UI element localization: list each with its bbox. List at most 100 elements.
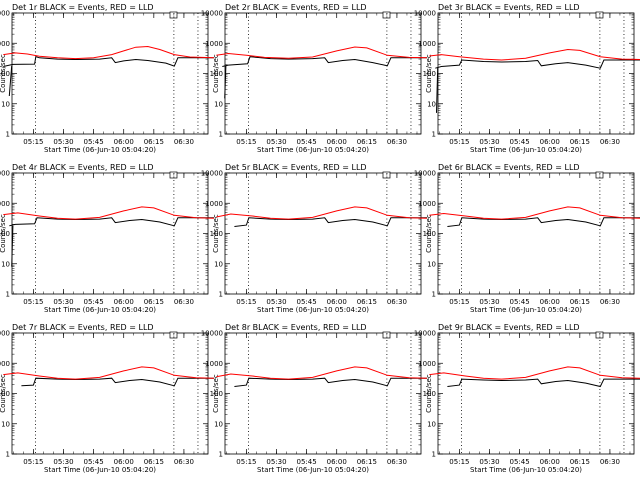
series-lld-line [429, 206, 640, 220]
series-lld-line [429, 366, 640, 380]
x-tick-label: 06:00 [540, 298, 560, 306]
x-tick-label: 05:30 [479, 458, 499, 466]
panel-det-2: Det 2r BLACK = Events, RED = LLD 1 10 100 10… [201, 3, 428, 154]
x-axis-label: Start Time (06-Jun-10 05:04:20) [44, 466, 156, 474]
x-tick-label: 06:15 [144, 458, 164, 466]
panel-title: Det 3r BLACK = Events, RED = LLD [438, 3, 580, 12]
panel-title: Det 8r BLACK = Events, RED = LLD [225, 323, 367, 332]
series-lld-line [3, 45, 215, 60]
y-tick-label: 1000 [0, 360, 10, 368]
series-lld-line [216, 366, 428, 380]
y-tick-label: 10000 [0, 170, 10, 178]
x-tick-label: 06:30 [174, 458, 194, 466]
x-axis-label: Start Time (06-Jun-10 05:04:20) [257, 146, 369, 154]
y-axis-label: Counts/sec [0, 374, 7, 413]
marker-box [169, 331, 178, 339]
x-tick-label: 06:00 [114, 458, 134, 466]
series-events-line [447, 217, 640, 227]
x-tick-label: 06:00 [327, 458, 347, 466]
x-tick-label: 05:45 [297, 138, 317, 146]
x-tick-label: 06:00 [114, 298, 134, 306]
y-tick-label: 1000 [205, 40, 223, 48]
y-tick-label: 10000 [414, 330, 436, 338]
y-axis-label: Counts/sec [425, 54, 433, 93]
panel-det-7: Det 7r BLACK = Events, RED = LLD 1 10 100 10… [0, 323, 215, 474]
marker-box [382, 11, 391, 19]
y-tick-label: 1 [219, 131, 223, 139]
x-tick-label: 06:30 [174, 298, 194, 306]
series-events-spike [224, 65, 227, 99]
x-tick-label: 05:30 [266, 298, 286, 306]
series-events-line [447, 378, 640, 388]
panel-title: Det 7r BLACK = Events, RED = LLD [12, 323, 154, 332]
x-tick-label: 05:45 [297, 298, 317, 306]
x-tick-label: 05:15 [236, 458, 256, 466]
plot-frame [437, 172, 635, 295]
y-tick-label: 10 [214, 260, 223, 268]
x-tick-label: 05:15 [23, 298, 43, 306]
y-tick-label: 1 [6, 451, 10, 459]
x-tick-label: 05:30 [53, 138, 73, 146]
plot-frame [11, 332, 209, 455]
y-tick-label: 1 [432, 291, 436, 299]
x-axis-label: Start Time (06-Jun-10 05:04:20) [470, 306, 582, 314]
y-tick-label: 10 [1, 260, 10, 268]
y-tick-label: 1 [432, 131, 436, 139]
x-tick-label: 05:30 [479, 298, 499, 306]
y-tick-label: 1000 [0, 200, 10, 208]
y-tick-label: 1000 [0, 40, 10, 48]
plot-frame [224, 172, 422, 295]
plot-frame [11, 172, 209, 295]
y-axis-label: Counts/sec [425, 214, 433, 253]
y-tick-label: 10000 [0, 10, 10, 18]
y-tick-label: 10 [427, 260, 436, 268]
x-tick-label: 05:45 [84, 458, 104, 466]
y-tick-label: 1000 [205, 200, 223, 208]
panel-det-8: Det 8r BLACK = Events, RED = LLD 1 10 100 10… [201, 323, 428, 474]
x-tick-label: 06:00 [327, 138, 347, 146]
x-axis-label: Start Time (06-Jun-10 05:04:20) [470, 146, 582, 154]
x-tick-label: 05:45 [510, 458, 530, 466]
x-tick-label: 05:15 [23, 458, 43, 466]
series-events-spike [11, 225, 14, 267]
x-tick-label: 06:00 [327, 298, 347, 306]
x-tick-label: 05:30 [53, 298, 73, 306]
x-tick-label: 05:15 [23, 138, 43, 146]
x-axis-label: Start Time (06-Jun-10 05:04:20) [44, 146, 156, 154]
y-tick-label: 100 [0, 390, 10, 398]
y-tick-label: 10 [214, 100, 223, 108]
marker-box [595, 331, 604, 339]
x-tick-label: 05:15 [236, 138, 256, 146]
plot-frame [224, 12, 422, 135]
y-tick-label: 10 [1, 420, 10, 428]
y-tick-label: 10000 [201, 10, 223, 18]
x-tick-label: 05:30 [266, 458, 286, 466]
y-tick-label: 100 [0, 70, 10, 78]
x-tick-label: 05:45 [510, 138, 530, 146]
panel-title: Det 4r BLACK = Events, RED = LLD [12, 163, 154, 172]
panel-title: Det 9r BLACK = Events, RED = LLD [438, 323, 580, 332]
y-tick-label: 1000 [205, 360, 223, 368]
series-events-line [9, 217, 214, 227]
panel-title: Det 6r BLACK = Events, RED = LLD [438, 163, 580, 172]
series-events-line [435, 59, 640, 69]
x-tick-label: 06:15 [357, 458, 377, 466]
x-tick-label: 06:30 [387, 298, 407, 306]
x-axis-label: Start Time (06-Jun-10 05:04:20) [470, 466, 582, 474]
y-axis-label: Counts/sec [212, 54, 220, 93]
x-axis-label: Start Time (06-Jun-10 05:04:20) [257, 466, 369, 474]
x-tick-label: 06:15 [357, 138, 377, 146]
y-tick-label: 1 [432, 451, 436, 459]
series-lld-line [216, 206, 428, 220]
series-events-line [21, 377, 214, 387]
marker-box [595, 11, 604, 19]
plot-frame [224, 332, 422, 455]
y-tick-label: 1000 [418, 200, 436, 208]
panel-det-4: Det 4r BLACK = Events, RED = LLD 1 10 100 10… [0, 163, 215, 314]
x-tick-label: 05:15 [449, 458, 469, 466]
series-lld-line [216, 46, 428, 59]
series-lld-line [3, 206, 215, 220]
x-tick-label: 06:15 [570, 298, 590, 306]
y-tick-label: 100 [0, 230, 10, 238]
x-tick-label: 06:15 [144, 138, 164, 146]
